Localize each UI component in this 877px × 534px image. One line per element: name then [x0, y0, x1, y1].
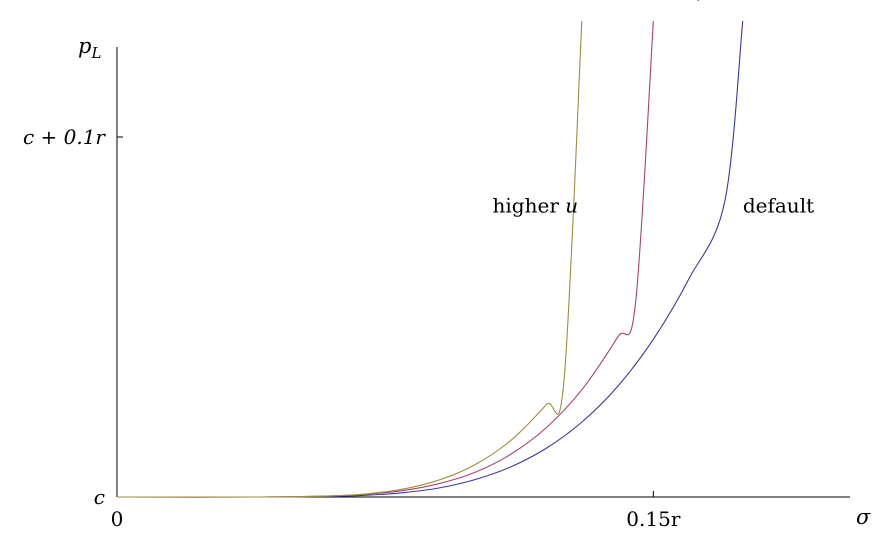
y-axis-label: pL	[78, 34, 101, 62]
series-label-2: higher u	[493, 194, 579, 218]
series-line-2	[116, 21, 583, 498]
x-tick-label: 0.15r	[626, 507, 681, 531]
series-label-0: default	[743, 194, 814, 218]
x-axis-label: σ	[856, 505, 871, 529]
y-tick-label: c + 0.1r	[23, 125, 106, 149]
labels-layer: default lower μ higher u	[493, 0, 815, 218]
y-tick-label: c	[94, 485, 105, 509]
x-tick-label: 0	[111, 507, 124, 531]
series-line-1	[116, 21, 654, 498]
axes: 0 0.15r c c + 0.1r σ pL	[23, 34, 871, 531]
series-layer	[116, 21, 744, 498]
series-label-1: lower μ	[633, 0, 709, 2]
